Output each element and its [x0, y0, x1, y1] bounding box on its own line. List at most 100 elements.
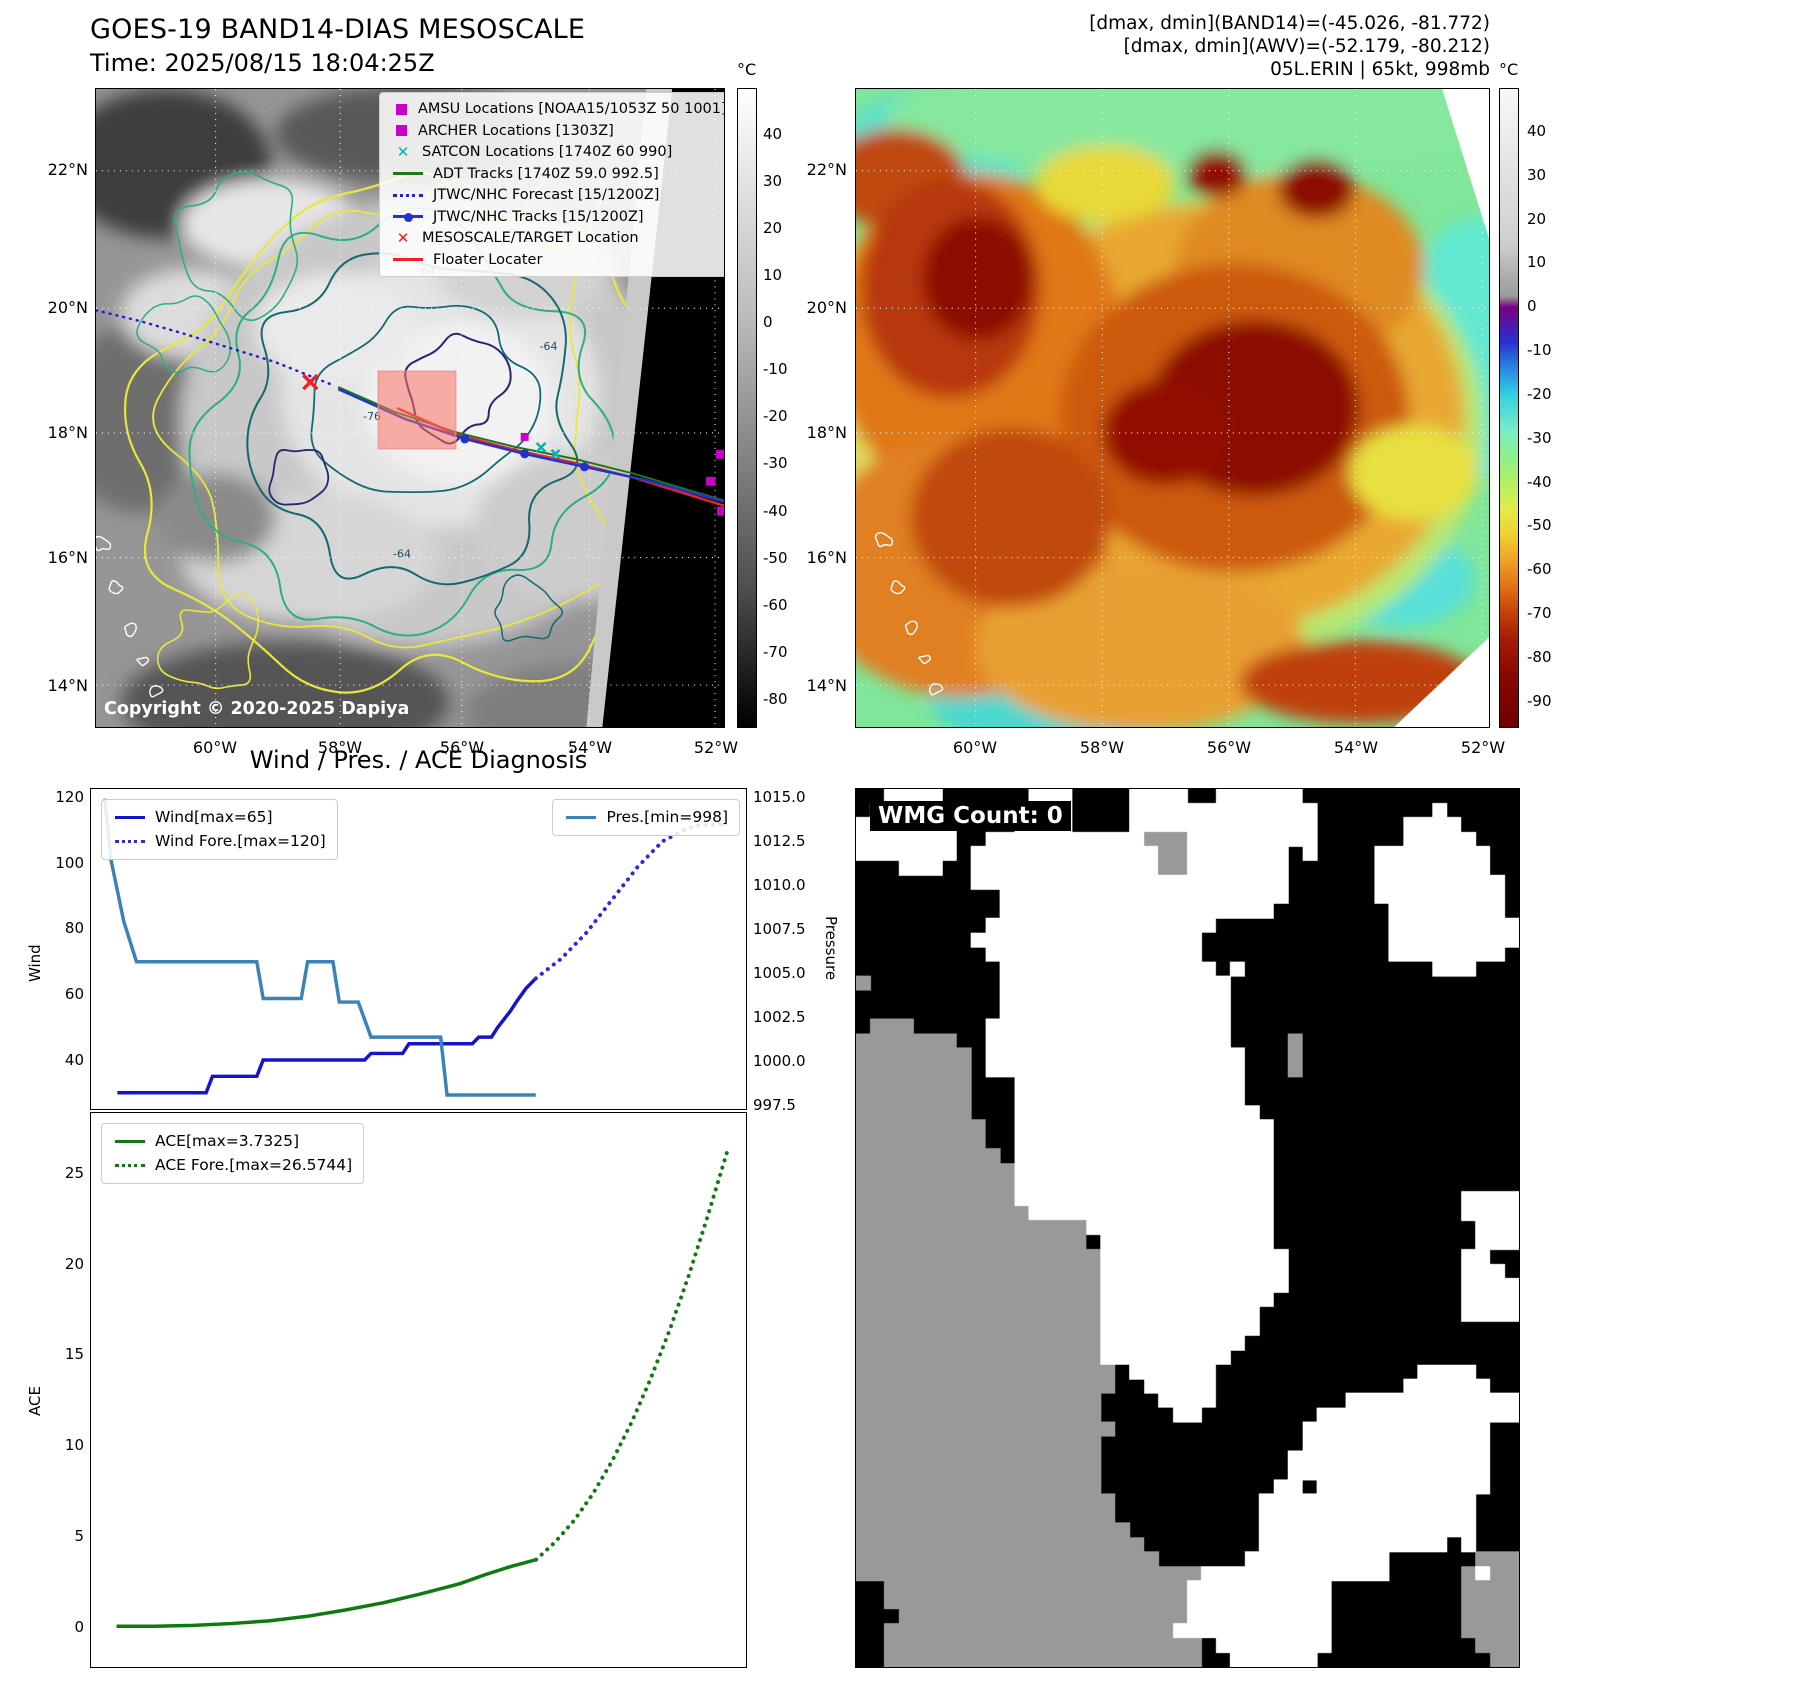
- diagnosis-title: Wind / Pres. / ACE Diagnosis: [249, 746, 588, 774]
- line-marker-icon: [393, 258, 423, 262]
- line-marker-icon: [566, 816, 597, 819]
- legend-item: AMSU Locations [NOAA15/1053Z 50 1001]: [391, 100, 725, 119]
- legend-label: AMSU Locations [NOAA15/1053Z 50 1001]: [418, 101, 725, 117]
- jtwc-track-point: [520, 449, 530, 459]
- band14-xtick: 56°W: [439, 738, 485, 757]
- ace-ytick: 25: [64, 1163, 84, 1182]
- legend-label: ACE Fore.[max=26.5744]: [155, 1156, 353, 1174]
- pressure-ytick: 1007.5: [753, 920, 806, 939]
- line-marker-icon: [115, 816, 145, 819]
- jtwc-track-point: [460, 434, 470, 444]
- ace-ytick: 5: [74, 1527, 84, 1546]
- awv-colorbar-tick: -30: [1527, 428, 1552, 447]
- awv-ytick: 16°N: [806, 548, 847, 567]
- band14-colorbar-tick: -70: [763, 642, 788, 661]
- awv-colorbar-unit: °C: [1499, 60, 1519, 79]
- dotted-marker-icon: [115, 840, 145, 843]
- legend-item: JTWC/NHC Forecast [15/1200Z]: [391, 186, 724, 205]
- pressure-ytick: 1010.0: [753, 875, 806, 894]
- awv-map: [855, 88, 1490, 728]
- band14-colorbar-tick: -50: [763, 548, 788, 567]
- legend-item: ARCHER Locations [1303Z]: [391, 122, 724, 141]
- band14-colorbar-tick: -80: [763, 689, 788, 708]
- awv-colorbar-tick: -90: [1527, 691, 1552, 710]
- band14-ytick: 16°N: [47, 548, 88, 567]
- line-marker-icon: [393, 172, 423, 176]
- ir-cloud-texture: [856, 89, 1489, 727]
- line-marker-icon: [115, 1140, 145, 1143]
- satcon-marker-x-icon: [535, 442, 561, 459]
- awv-colorbar-tick: -60: [1527, 560, 1552, 579]
- awv-colorbar-tick: 20: [1527, 209, 1547, 228]
- wmg-panel: WMG Count: 0: [855, 788, 1520, 1668]
- awv-colorbar-tick: -10: [1527, 341, 1552, 359]
- ace-axis-label: ACE: [26, 1386, 44, 1416]
- awv-colorbar-tick: -40: [1527, 472, 1552, 491]
- awv-xtick: 54°W: [1333, 738, 1379, 757]
- legend-label: Floater Locater: [433, 251, 543, 268]
- dotted-marker-icon: [115, 1164, 145, 1167]
- legend-label: Wind[max=65]: [155, 808, 273, 826]
- wind-axis-label: Wind: [26, 944, 44, 982]
- band14-tracks: [96, 309, 724, 516]
- mesoscale-target-region: [377, 370, 457, 450]
- awv-colorbar: [1499, 88, 1519, 728]
- awv-header: [dmax, dmin](BAND14)=(-45.026, -81.772) …: [960, 12, 1490, 81]
- awv-ytick: 18°N: [806, 423, 847, 442]
- svg-text:-76: -76: [363, 410, 381, 423]
- legend-item: ACE[max=3.7325]: [113, 1131, 352, 1152]
- pressure-ytick: 1015.0: [753, 787, 806, 806]
- legend-item: Wind Fore.[max=120]: [113, 831, 326, 852]
- band14-time: Time: 2025/08/15 18:04:25Z: [90, 49, 435, 77]
- coastlines: [874, 531, 944, 696]
- ace-chart: ACE[max=3.7325] ACE Fore.[max=26.5744]: [90, 1112, 747, 1668]
- legend-item: JTWC/NHC Tracks [15/1200Z]: [391, 208, 724, 227]
- band14-colorbar-tick: -60: [763, 595, 788, 614]
- wind-pressure-chart: Wind[max=65] Wind Fore.[max=120] Pres.[mi…: [90, 788, 747, 1110]
- pressure-ytick: 997.5: [753, 1096, 796, 1115]
- svg-text:-64: -64: [540, 340, 558, 353]
- legend-label: MESOSCALE/TARGET Location: [422, 230, 639, 246]
- pressure-legend: Pres.[min=998]: [552, 799, 740, 836]
- x-marker-icon: ✕: [396, 143, 410, 161]
- legend-label: ADT Tracks [1740Z 59.0 992.5]: [433, 165, 659, 182]
- legend-item: ACE Fore.[max=26.5744]: [113, 1155, 352, 1176]
- band14-colorbar-tick: 0: [763, 313, 773, 332]
- band14-colorbar-unit: °C: [737, 60, 757, 79]
- band14-colorbar-tick: -40: [763, 501, 788, 520]
- storm-id-intensity: 05L.ERIN | 65kt, 998mb: [1270, 59, 1490, 80]
- ace-ytick: 15: [64, 1345, 84, 1364]
- legend-item: ADT Tracks [1740Z 59.0 992.5]: [391, 165, 724, 184]
- band14-colorbar-tick: -10: [763, 360, 788, 379]
- legend-label: ARCHER Locations [1303Z]: [418, 122, 614, 139]
- pressure-ytick: 1002.5: [753, 1008, 806, 1027]
- wmg-count-label: WMG Count: 0: [870, 801, 1071, 831]
- band14-title: GOES-19 BAND14-DIAS MESOSCALE: [90, 14, 586, 45]
- coastlines: [96, 535, 164, 698]
- wind-ytick: 120: [55, 787, 84, 806]
- band14-colorbar-tick: 40: [763, 125, 783, 144]
- band14-colorbar-tick: 10: [763, 266, 783, 285]
- awv-xtick: 52°W: [1460, 738, 1506, 757]
- dotted-marker-icon: [393, 193, 423, 197]
- awv-colorbar-tick: 10: [1527, 253, 1547, 272]
- legend-item: ✕ SATCON Locations [1740Z 60 990]: [391, 143, 724, 162]
- ace-legend: ACE[max=3.7325] ACE Fore.[max=26.5744]: [101, 1123, 365, 1184]
- band14-colorbar-tick: -20: [763, 407, 788, 426]
- awv-colorbar-tick: 0: [1527, 297, 1537, 316]
- legend-item: Pres.[min=998]: [564, 807, 728, 828]
- ace-ytick: 20: [64, 1254, 84, 1273]
- legend-label: ACE[max=3.7325]: [155, 1132, 300, 1150]
- pressure-ytick: 1000.0: [753, 1052, 806, 1071]
- awv-colorbar-tick: -70: [1527, 604, 1552, 623]
- legend-item: ✕ MESOSCALE/TARGET Location: [391, 229, 724, 248]
- scan-corner-top: [1442, 89, 1489, 239]
- wind-ytick: 60: [64, 985, 84, 1003]
- band14-xtick: 60°W: [192, 738, 238, 757]
- awv-colorbar-tick: -80: [1527, 647, 1552, 666]
- awv-header-line: [dmax, dmin](BAND14)=(-45.026, -81.772): [1089, 13, 1490, 34]
- awv-colorbar-tick: 30: [1527, 165, 1547, 184]
- band14-ytick: 14°N: [47, 676, 88, 695]
- awv-header-line: [dmax, dmin](AWV)=(-52.179, -80.212): [1123, 36, 1490, 57]
